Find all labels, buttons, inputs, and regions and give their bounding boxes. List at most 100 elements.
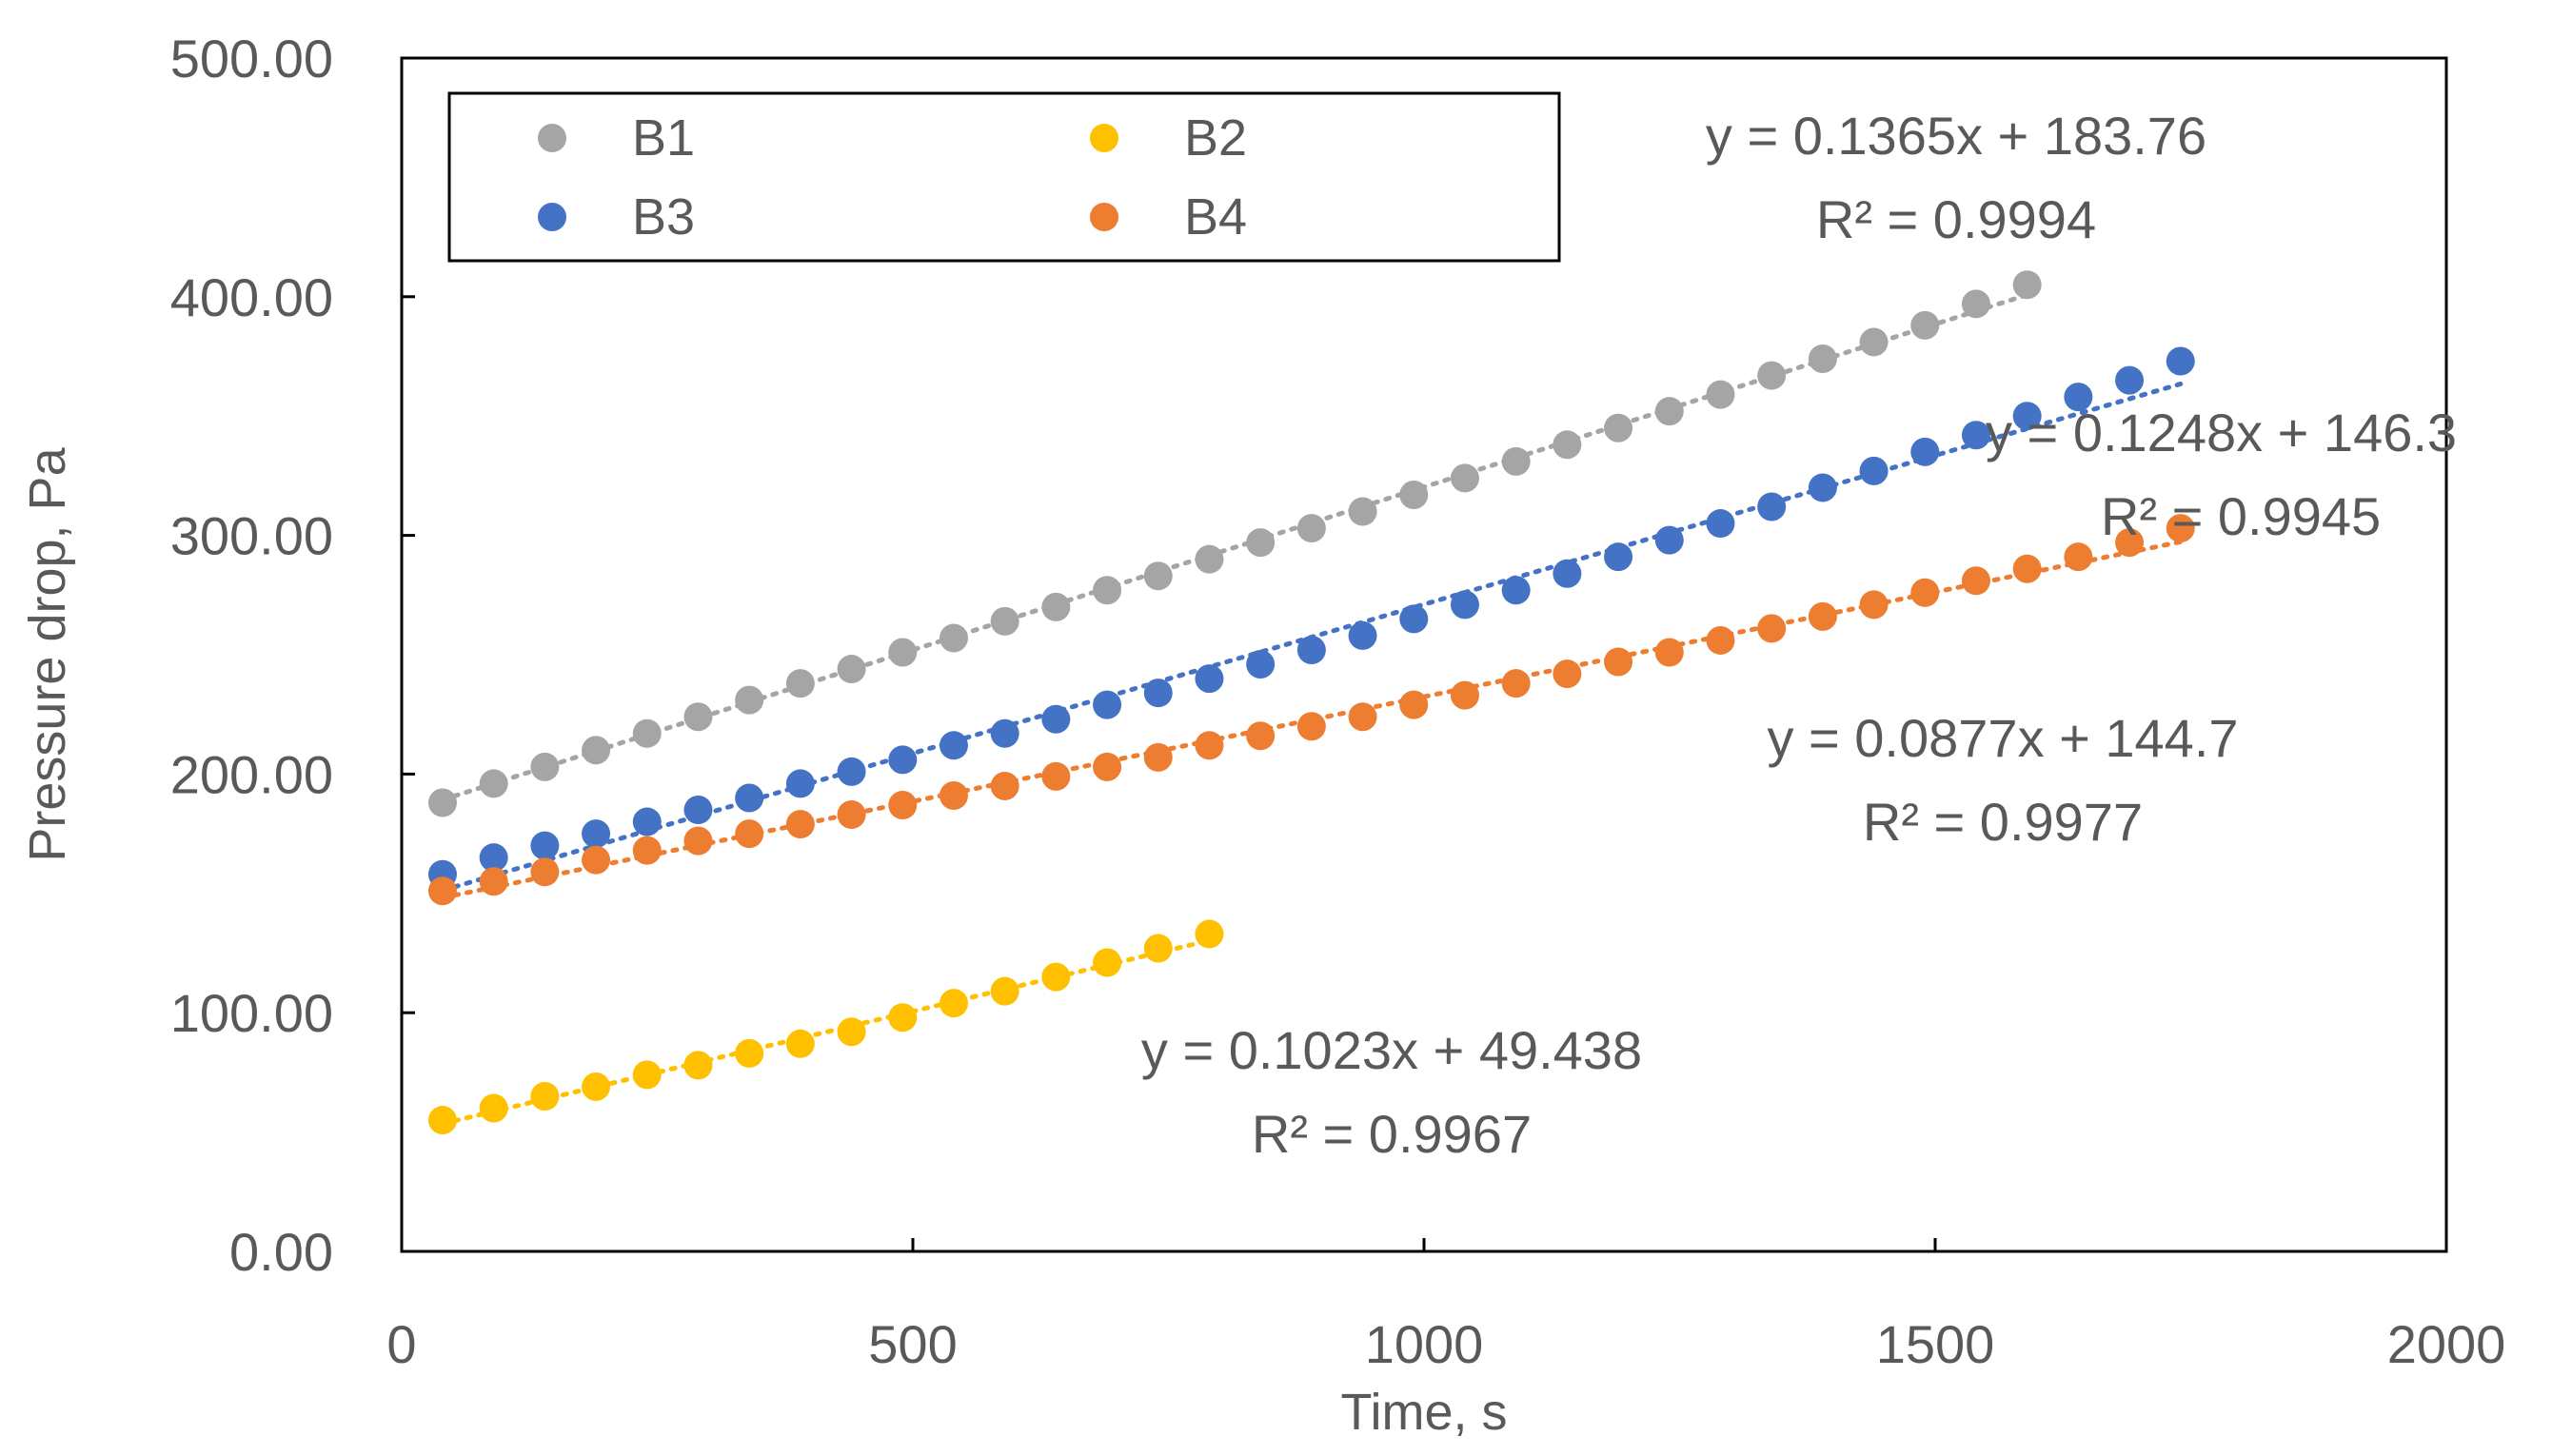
data-point-b4 (683, 826, 713, 856)
data-point-b1 (1041, 592, 1071, 621)
data-point-b2 (1143, 934, 1173, 963)
data-point-b3 (2115, 365, 2145, 395)
x-tick-label: 1500 (1876, 1314, 1995, 1374)
data-point-b4 (785, 810, 815, 839)
data-point-b3 (1041, 704, 1071, 734)
data-point-b4 (427, 876, 457, 906)
data-point-b1 (1654, 397, 1684, 426)
data-point-b1 (582, 736, 611, 765)
data-point-b1 (1093, 576, 1122, 605)
data-point-b3 (1910, 437, 1940, 466)
data-point-b2 (582, 1072, 611, 1101)
y-tick-label: 400.00 (170, 267, 333, 327)
data-point-b4 (1706, 625, 1735, 655)
data-point-b2 (735, 1038, 764, 1068)
data-point-b3 (530, 831, 560, 860)
data-point-b3 (683, 796, 713, 825)
data-point-b3 (1348, 620, 1377, 650)
data-point-b4 (479, 867, 508, 896)
data-point-b1 (1808, 344, 1837, 374)
data-point-b1 (1450, 463, 1479, 493)
data-point-b4 (1757, 614, 1787, 643)
data-point-b4 (632, 836, 662, 865)
y-axis-ticks: 0.00 100.00 200.00 300.00 400.00 500.00 (170, 29, 415, 1282)
data-point-b3 (1296, 635, 1326, 664)
data-point-b1 (632, 718, 662, 748)
legend-label-b3: B3 (632, 188, 695, 246)
data-point-b1 (683, 702, 713, 732)
data-point-b1 (427, 788, 457, 817)
data-point-b2 (632, 1060, 662, 1090)
data-point-b4 (582, 845, 611, 875)
b2-trend-equation: y = 0.1023x + 49.438 (1141, 1020, 1642, 1080)
data-point-b1 (1910, 310, 1940, 340)
data-point-b4 (1143, 742, 1173, 772)
legend-marker-b1 (538, 124, 566, 152)
x-tick-label: 0 (386, 1314, 416, 1374)
y-tick-label: 200.00 (170, 744, 333, 804)
data-point-b4 (1399, 690, 1429, 719)
data-point-b2 (479, 1093, 508, 1123)
legend-marker-b4 (1090, 203, 1118, 231)
data-point-b4 (1041, 761, 1071, 791)
legend-marker-b2 (1090, 124, 1118, 152)
data-point-b3 (632, 807, 662, 836)
data-point-b1 (530, 752, 560, 781)
b1-trend-equation: y = 0.1365x + 183.76 (1706, 106, 2206, 166)
data-point-b1 (939, 623, 968, 653)
data-point-b4 (1195, 731, 1224, 760)
data-point-b3 (479, 843, 508, 873)
data-point-b3 (2012, 402, 2042, 431)
data-point-b4 (1450, 680, 1479, 710)
data-point-b1 (837, 655, 866, 684)
data-point-b1 (1501, 446, 1531, 476)
data-point-b2 (1041, 962, 1071, 992)
data-point-b4 (1348, 702, 1377, 732)
data-point-b4 (1093, 752, 1122, 781)
legend-marker-b3 (538, 203, 566, 231)
data-point-b3 (582, 819, 611, 849)
data-point-b1 (990, 606, 1019, 636)
data-point-b4 (1910, 578, 1940, 607)
data-point-b2 (530, 1081, 560, 1111)
data-point-b4 (2012, 554, 2042, 583)
data-point-b2 (1195, 919, 1224, 949)
data-point-b1 (479, 769, 508, 798)
data-point-b3 (785, 769, 815, 798)
data-point-b1 (1296, 514, 1326, 543)
data-point-b3 (837, 757, 866, 786)
data-point-b1 (1757, 361, 1787, 390)
data-point-b3 (1553, 559, 1582, 588)
trendline-b4 (440, 539, 2184, 900)
data-point-b1 (1604, 413, 1633, 443)
data-point-b4 (2166, 514, 2195, 543)
x-axis-ticks: 0 500 1000 1500 2000 (386, 1238, 2505, 1374)
data-point-b1 (1399, 480, 1429, 509)
b3-trend-r2: R² = 0.9945 (2101, 486, 2381, 546)
data-point-b1 (1553, 430, 1582, 460)
data-point-b4 (837, 800, 866, 830)
data-point-b3 (1757, 492, 1787, 521)
data-point-b4 (990, 771, 1019, 800)
data-point-b2 (683, 1051, 713, 1080)
data-point-b3 (1501, 576, 1531, 605)
legend-label-b1: B1 (632, 109, 695, 167)
b2-trend-r2: R² = 0.9967 (1252, 1104, 1532, 1164)
data-point-b2 (785, 1029, 815, 1058)
data-point-b3 (735, 783, 764, 813)
b4-trend-r2: R² = 0.9977 (1863, 792, 2143, 852)
data-point-b4 (1961, 566, 1990, 596)
legend-frame (447, 91, 1561, 263)
data-point-b3 (1399, 604, 1429, 634)
data-point-b4 (1246, 721, 1276, 751)
data-point-b4 (1808, 601, 1837, 631)
data-point-b4 (1604, 647, 1633, 677)
data-point-b4 (1296, 712, 1326, 741)
data-point-b1 (2012, 270, 2042, 300)
x-tick-label: 2000 (2387, 1314, 2506, 1374)
data-point-b3 (1859, 456, 1889, 485)
trendline-b2 (440, 937, 1212, 1127)
data-point-b2 (427, 1106, 457, 1135)
